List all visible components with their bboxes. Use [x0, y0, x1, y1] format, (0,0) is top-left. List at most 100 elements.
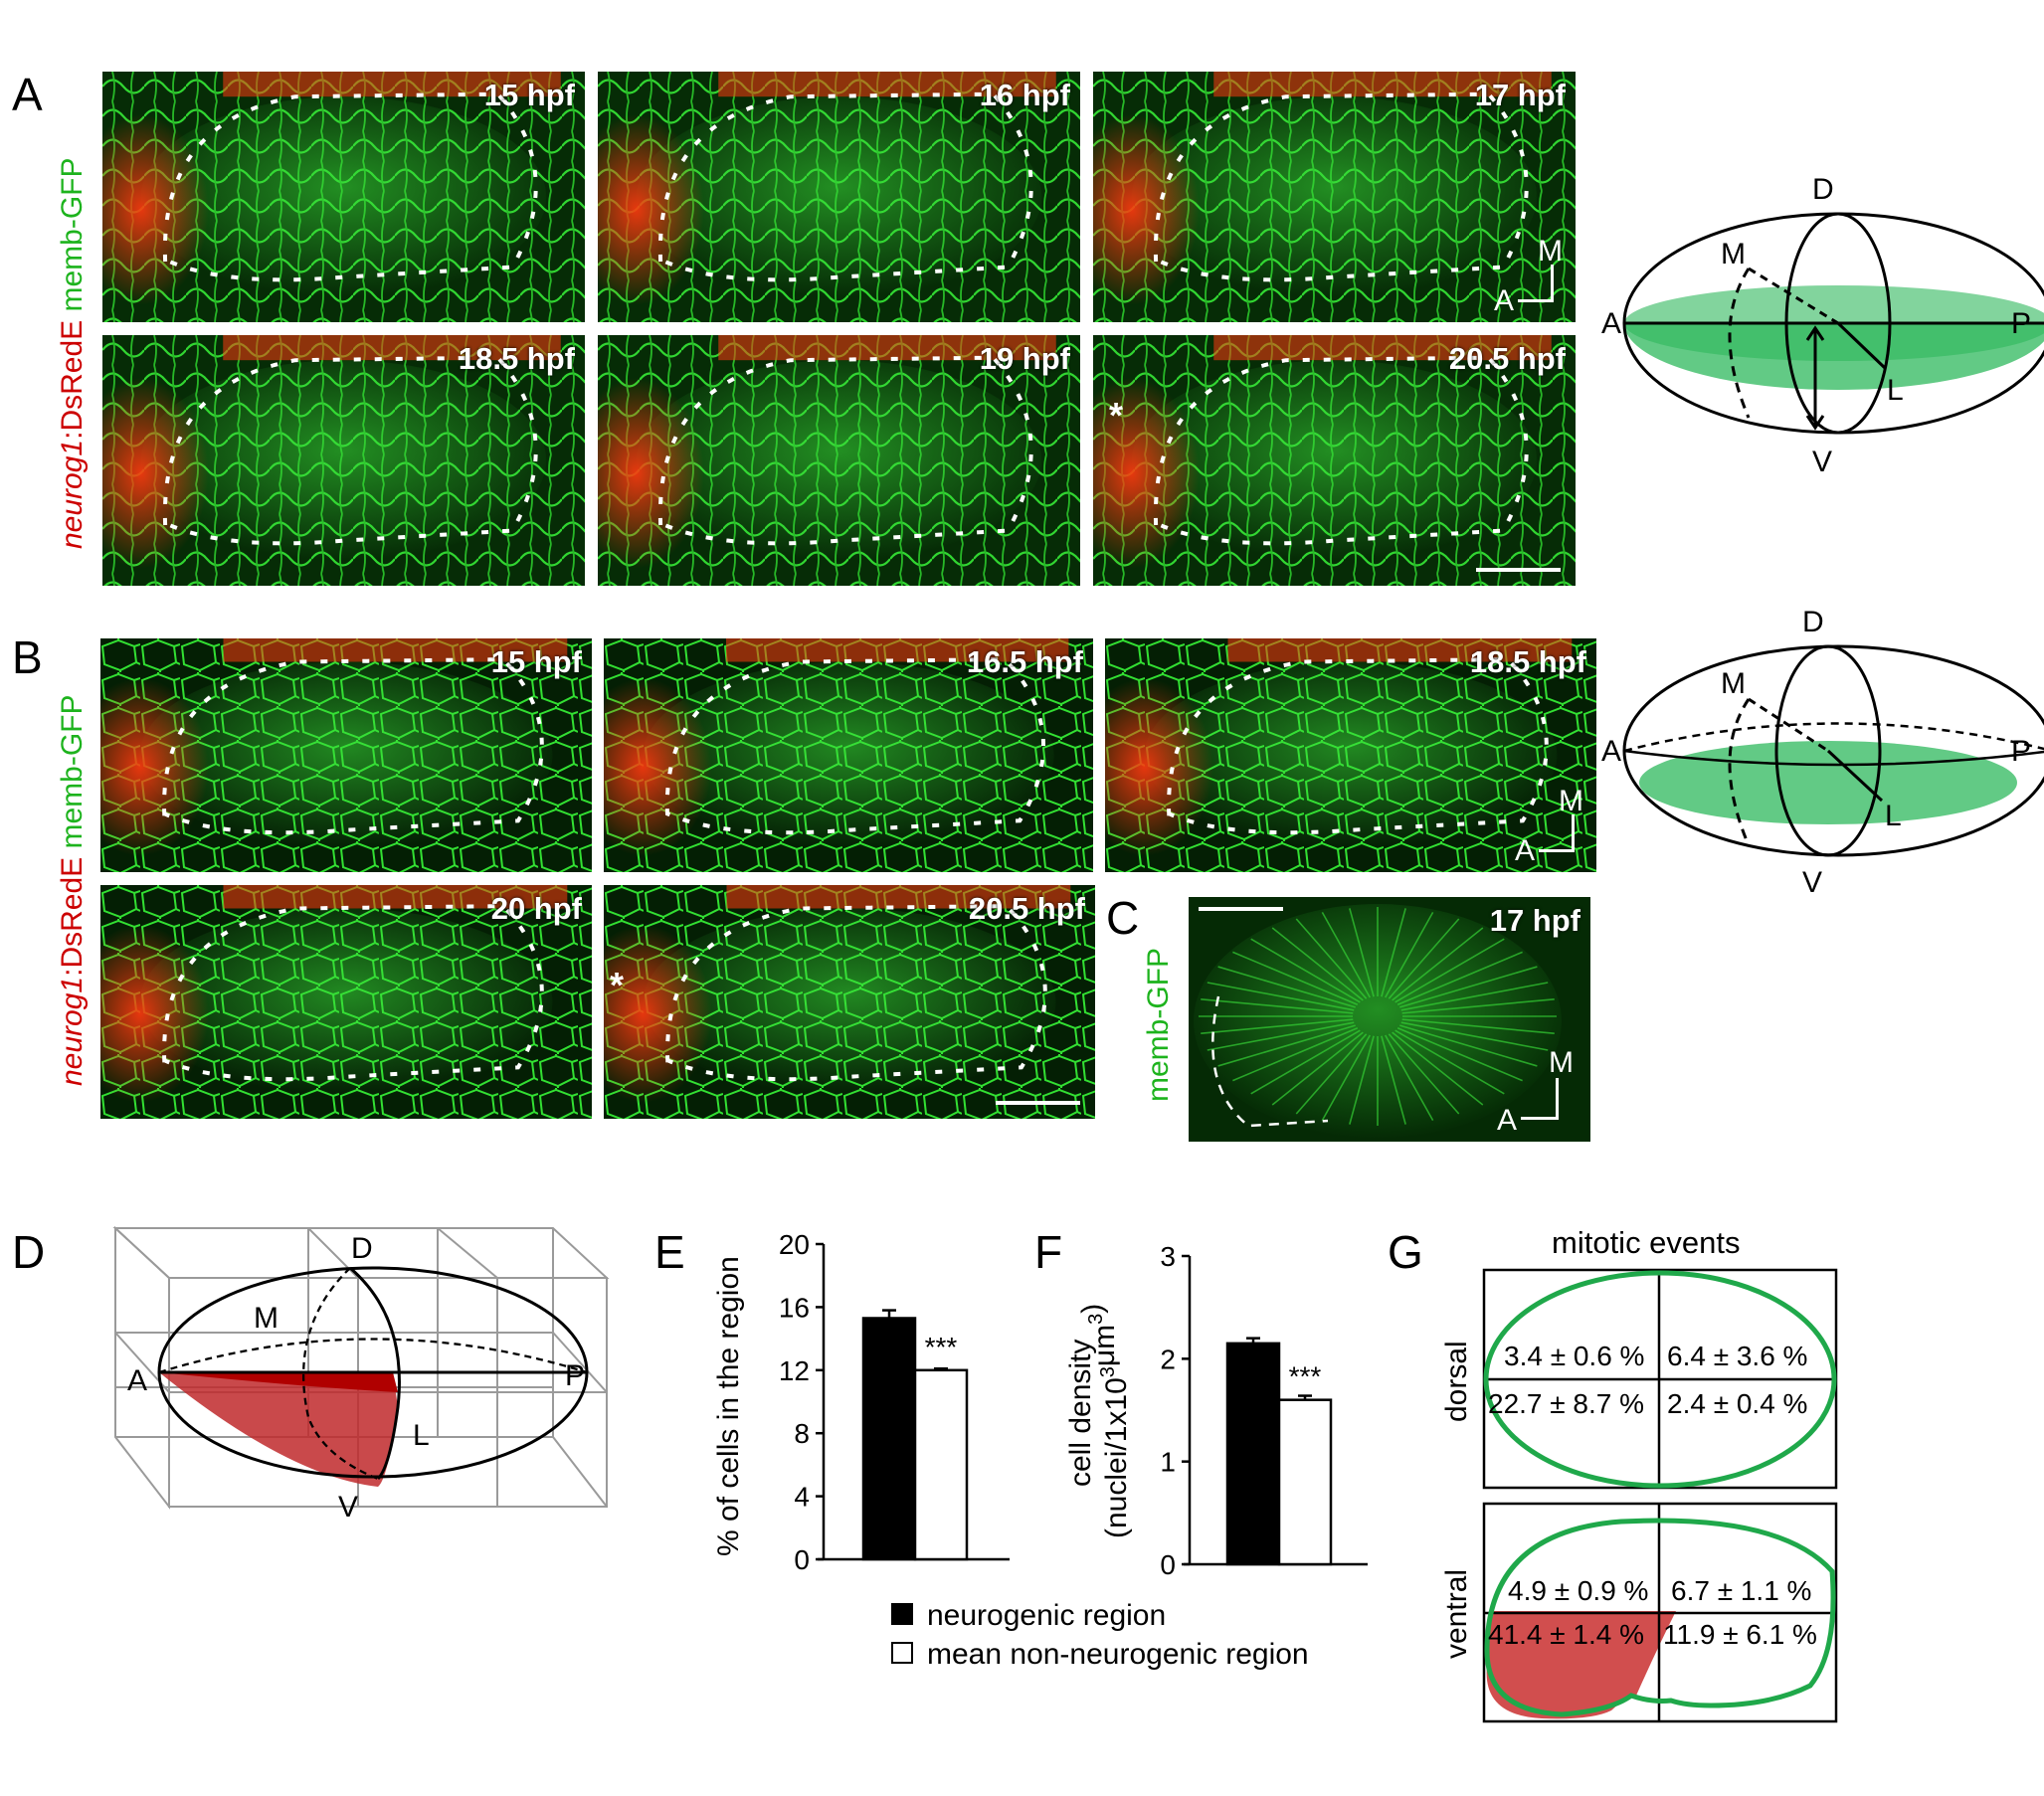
otic-outline [1483, 1270, 1837, 1489]
panel-e-bar-chart: 0 4 8 12 16 20 *** % of cells in the region [712, 1229, 1010, 1575]
panel-label-b: B [12, 631, 43, 683]
bar-non-neurogenic [1277, 1398, 1333, 1566]
orientation-anterior: A [1515, 834, 1536, 867]
chart-legend: neurogenic region mean non-neurogenic re… [891, 1596, 1309, 1674]
y-tick-label: 16 [779, 1292, 810, 1323]
orientation-medial: M [1538, 235, 1563, 268]
timepoint-label: 16.5 hpf [966, 644, 1083, 679]
neurogenic-region-top [159, 1372, 398, 1392]
orientation-marker [1521, 1078, 1559, 1120]
y-tick-label: 1 [1160, 1447, 1176, 1478]
axis-l: L [1885, 800, 1902, 832]
timepoint-label: 18.5 hpf [458, 341, 575, 376]
timepoint-label: 20.5 hpf [968, 891, 1085, 926]
axis-v: V [338, 1491, 358, 1524]
panel-c-micrograph: 17 hpf M A [1189, 897, 1590, 1142]
axis-d: D [1812, 173, 1834, 206]
axis-m: M [1721, 667, 1746, 700]
legend-swatch-black [891, 1603, 913, 1625]
axis-p: P [2011, 307, 2031, 340]
dorsal-top-left-value: 3.4 ± 0.6 % [1504, 1341, 1645, 1371]
axis-d: D [351, 1232, 373, 1265]
axis-a: A [1601, 307, 1621, 340]
orientation-medial: M [1549, 1046, 1574, 1079]
timepoint-label: 20 hpf [490, 891, 582, 926]
ventral-top-left-value: 4.9 ± 0.9 % [1508, 1575, 1649, 1606]
axis-l: L [1887, 374, 1904, 407]
neurogenic-region-fill [1486, 1611, 1676, 1719]
axis-p: P [565, 1359, 585, 1392]
schematic-ventral-half: D V A P M L [1601, 606, 2044, 899]
ventral-bottom-right-value: 11.9 ± 6.1 % [1663, 1619, 1817, 1650]
dorsal-bottom-left-value: 22.7 ± 8.7 % [1488, 1388, 1645, 1419]
panel-label-e: E [654, 1226, 685, 1278]
panel-label-a: A [12, 69, 43, 120]
y-axis-label: % of cells in the region [712, 1256, 745, 1556]
bar-non-neurogenic [913, 1368, 969, 1561]
y-tick-label: 12 [779, 1355, 810, 1386]
axis-v: V [1802, 866, 1822, 899]
timepoint-label: 16 hpf [979, 78, 1070, 112]
timepoint-label: 20.5 hpf [1448, 341, 1566, 376]
axis-d: D [1802, 606, 1824, 638]
micrograph-tile: 20 hpf [100, 885, 592, 1119]
micrograph-tile: 20.5 hpf * [1093, 335, 1576, 586]
micrograph-tile: 18.5 hpf M A [1105, 638, 1596, 872]
dorsal-bottom-right-value: 2.4 ± 0.4 % [1667, 1388, 1808, 1419]
panel-f-bar-chart: 0 1 2 3 *** cell density (nuclei/1x103μm3) [1064, 1241, 1368, 1576]
y-tick-label: 3 [1160, 1241, 1176, 1272]
timepoint-label: 15 hpf [483, 78, 575, 112]
panel-a-stain-label: neurog1:DsRedE memb-GFP [56, 157, 89, 549]
orientation-anterior: A [1497, 1104, 1518, 1137]
micrograph-tile: 20.5 hpf * [604, 885, 1095, 1119]
bar-neurogenic [1225, 1342, 1281, 1566]
axis-a: A [1601, 735, 1621, 768]
y-tick-label: 8 [794, 1418, 810, 1449]
legend-item-non-neurogenic: mean non-neurogenic region [891, 1635, 1309, 1674]
panel-label-g: G [1388, 1226, 1423, 1278]
orientation-marker [1518, 265, 1554, 302]
asterisk-marker: * [610, 965, 625, 1005]
y-tick-label: 0 [794, 1544, 810, 1575]
timepoint-label: 18.5 hpf [1469, 644, 1586, 679]
ventral-top-right-value: 6.7 ± 1.1 % [1671, 1575, 1812, 1606]
timepoint-label: 15 hpf [490, 644, 582, 679]
significance-marker: *** [1289, 1361, 1322, 1392]
y-tick-label: 0 [1160, 1549, 1176, 1576]
micrograph-tile: 18.5 hpf [102, 335, 585, 586]
micrograph-tile: 17 hpf M A [1093, 72, 1576, 322]
scale-bar [1476, 568, 1561, 572]
orientation-anterior: A [1494, 284, 1515, 317]
legend-swatch-white [891, 1642, 913, 1664]
y-tick-label: 2 [1160, 1344, 1176, 1374]
panel-label-d: D [12, 1226, 46, 1278]
timepoint-label: 17 hpf [1489, 903, 1580, 938]
axis-m: M [1721, 238, 1746, 270]
y-axis-unit: (nuclei/1x103μm3) [1076, 1304, 1133, 1538]
scale-bar [1199, 907, 1283, 911]
panel-d-3d-schematic: D V A P M L [112, 1225, 610, 1524]
panel-c-stain-label: memb-GFP [1142, 947, 1175, 1102]
timepoint-label: 19 hpf [979, 341, 1070, 376]
ventral-quadrant-diagram [1482, 1502, 1838, 1723]
panel-b-stain-label: neurog1:DsRedE memb-GFP [56, 694, 89, 1086]
axis-a: A [127, 1364, 147, 1397]
schematic-dorsal-half: D V A P M L [1601, 173, 2044, 478]
micrograph-tile: 15 hpf [102, 72, 585, 322]
micrograph-tile: 19 hpf [598, 335, 1080, 586]
dorsal-top-right-value: 6.4 ± 3.6 % [1667, 1341, 1808, 1371]
significance-marker: *** [925, 1332, 958, 1362]
y-tick-label: 4 [794, 1482, 810, 1513]
micrograph-tile: 15 hpf [100, 638, 592, 872]
orientation-medial: M [1559, 785, 1583, 817]
timepoint-label: 17 hpf [1474, 78, 1566, 112]
dorsal-label: dorsal [1440, 1341, 1473, 1422]
region-fill [1639, 741, 2017, 824]
axis-l: L [413, 1419, 430, 1452]
otic-outline [1484, 1518, 1836, 1717]
axis-m: M [254, 1302, 279, 1335]
orientation-marker [1539, 814, 1575, 852]
axis-v: V [1812, 446, 1832, 478]
ventral-label: ventral [1440, 1568, 1473, 1659]
panel-label-c: C [1106, 892, 1140, 944]
